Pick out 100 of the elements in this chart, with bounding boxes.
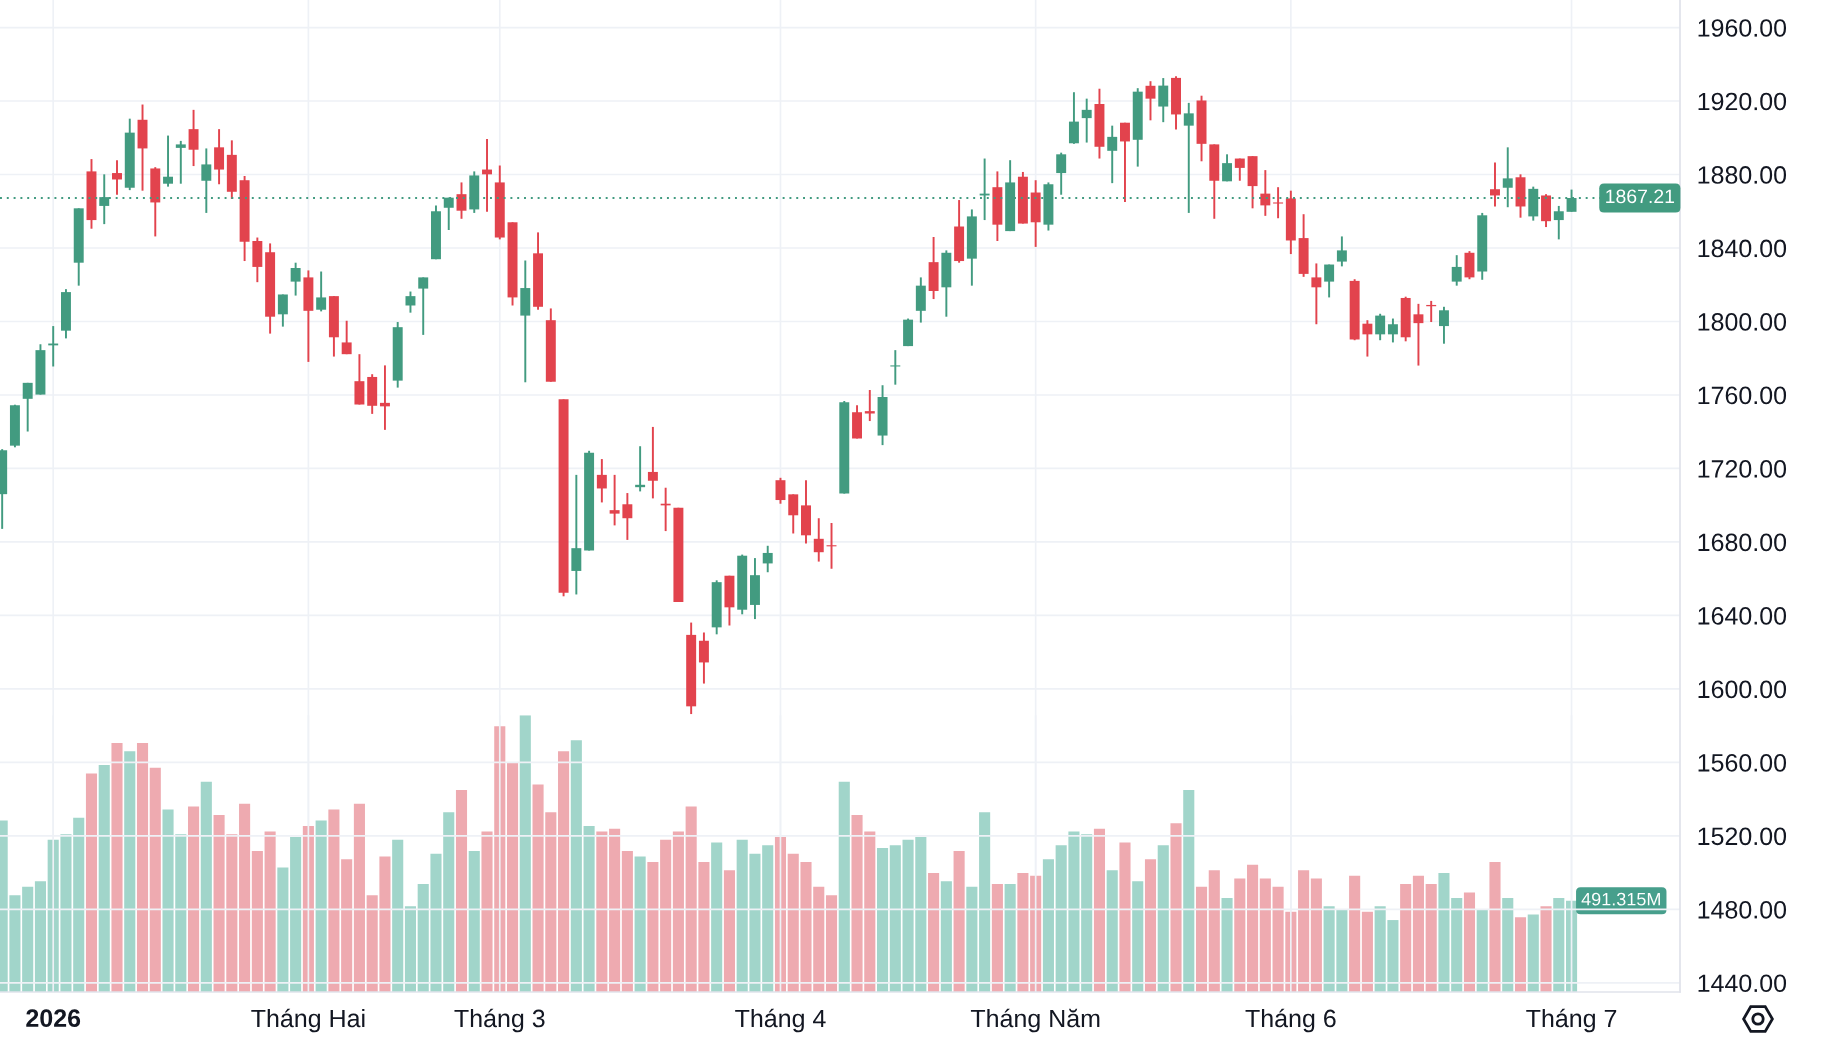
candlestick [163,134,174,188]
candlestick [354,353,365,406]
candlestick [175,139,186,185]
bar [1081,834,1093,992]
candlestick [1336,235,1347,268]
bar [1553,897,1565,992]
x-tick-label: Tháng 7 [1526,1008,1617,1033]
candlestick [890,349,901,386]
candlestick [1387,317,1398,344]
bar [1502,897,1514,992]
bar [979,812,991,992]
bar [1004,884,1016,992]
y-tick-label: 1520.00 [1698,827,1787,846]
bar [953,850,965,992]
bar [1425,884,1437,992]
bar [1017,873,1029,992]
annotation: 491.315M [1581,892,1660,906]
bar [404,906,417,992]
y-tick-label: 1560.00 [1698,753,1787,772]
bar [634,856,646,992]
y-tick-label: 1760.00 [1698,386,1787,405]
candlestick [214,128,225,186]
candlestick [290,261,301,297]
bar [22,886,34,992]
bar [825,895,838,992]
candlestick [1375,312,1386,342]
candlestick [698,631,709,685]
bar [991,884,1003,992]
bar [1119,842,1131,992]
x-tick-label: Tháng 3 [454,1008,545,1033]
candlestick [1553,204,1564,241]
bar [672,831,684,992]
bar [1093,828,1106,992]
x-tick-label: Tháng 6 [1245,1008,1336,1033]
bar [1247,864,1259,992]
candlestick [418,276,429,336]
y-tick-label: 1800.00 [1698,313,1787,331]
y-tick-label: 1600.00 [1698,680,1787,699]
bar [1195,886,1208,992]
bar [1540,906,1552,992]
bar [966,886,978,992]
y-tick-label: 1440.00 [1698,974,1787,993]
bar [1310,878,1322,992]
bar [940,881,952,992]
candlestick [277,293,288,328]
bar [1106,870,1118,992]
candlestick [188,108,199,168]
bar [353,803,365,992]
bar [251,850,263,992]
y-tick-label: 1720.00 [1698,460,1787,478]
bar [1400,884,1412,992]
candlestick [405,290,416,314]
candlestick [609,473,620,527]
bar [85,773,98,992]
bar [570,740,582,992]
bar [1349,875,1361,992]
bar [188,806,200,992]
bar [1234,878,1246,992]
bar [1132,881,1144,992]
candlestick [762,544,773,574]
candlestick [864,389,875,423]
bar [149,767,161,992]
x-tick-label: Tháng Hai [251,1008,365,1033]
candlestick [316,270,327,313]
candlestick [571,473,582,596]
bar [1157,845,1169,992]
bar [277,867,289,992]
candlestick [596,458,607,504]
bar [455,790,468,992]
candlestick [112,159,122,196]
y-tick-label: 1840.00 [1698,239,1787,258]
bar [506,762,519,992]
bar [1183,790,1195,992]
candlestick [1068,91,1079,145]
bar [290,837,302,992]
bar [98,765,110,992]
candlestick [1490,161,1500,208]
bar [341,859,353,992]
bar [1412,875,1424,992]
candlestick [1145,80,1156,122]
candlestick [1056,151,1067,196]
y-tick-label: 1920.00 [1698,92,1787,111]
candlestick [1413,302,1424,367]
bar [1489,861,1501,992]
bar [1527,914,1539,992]
candlestick [1158,77,1169,124]
x-tick-label: Tháng Năm [970,1008,1100,1033]
bar [558,751,570,992]
bar [111,742,123,992]
bar [596,831,608,992]
bar [264,831,276,992]
candlestick [647,425,658,500]
bar [711,842,723,992]
bar [660,839,672,992]
candlestick [622,492,633,541]
y-tick-label: 1680.00 [1698,533,1787,552]
bar [1208,870,1220,992]
y-tick-label: 1640.00 [1698,607,1787,625]
bar [124,751,136,992]
bar [1221,897,1233,992]
